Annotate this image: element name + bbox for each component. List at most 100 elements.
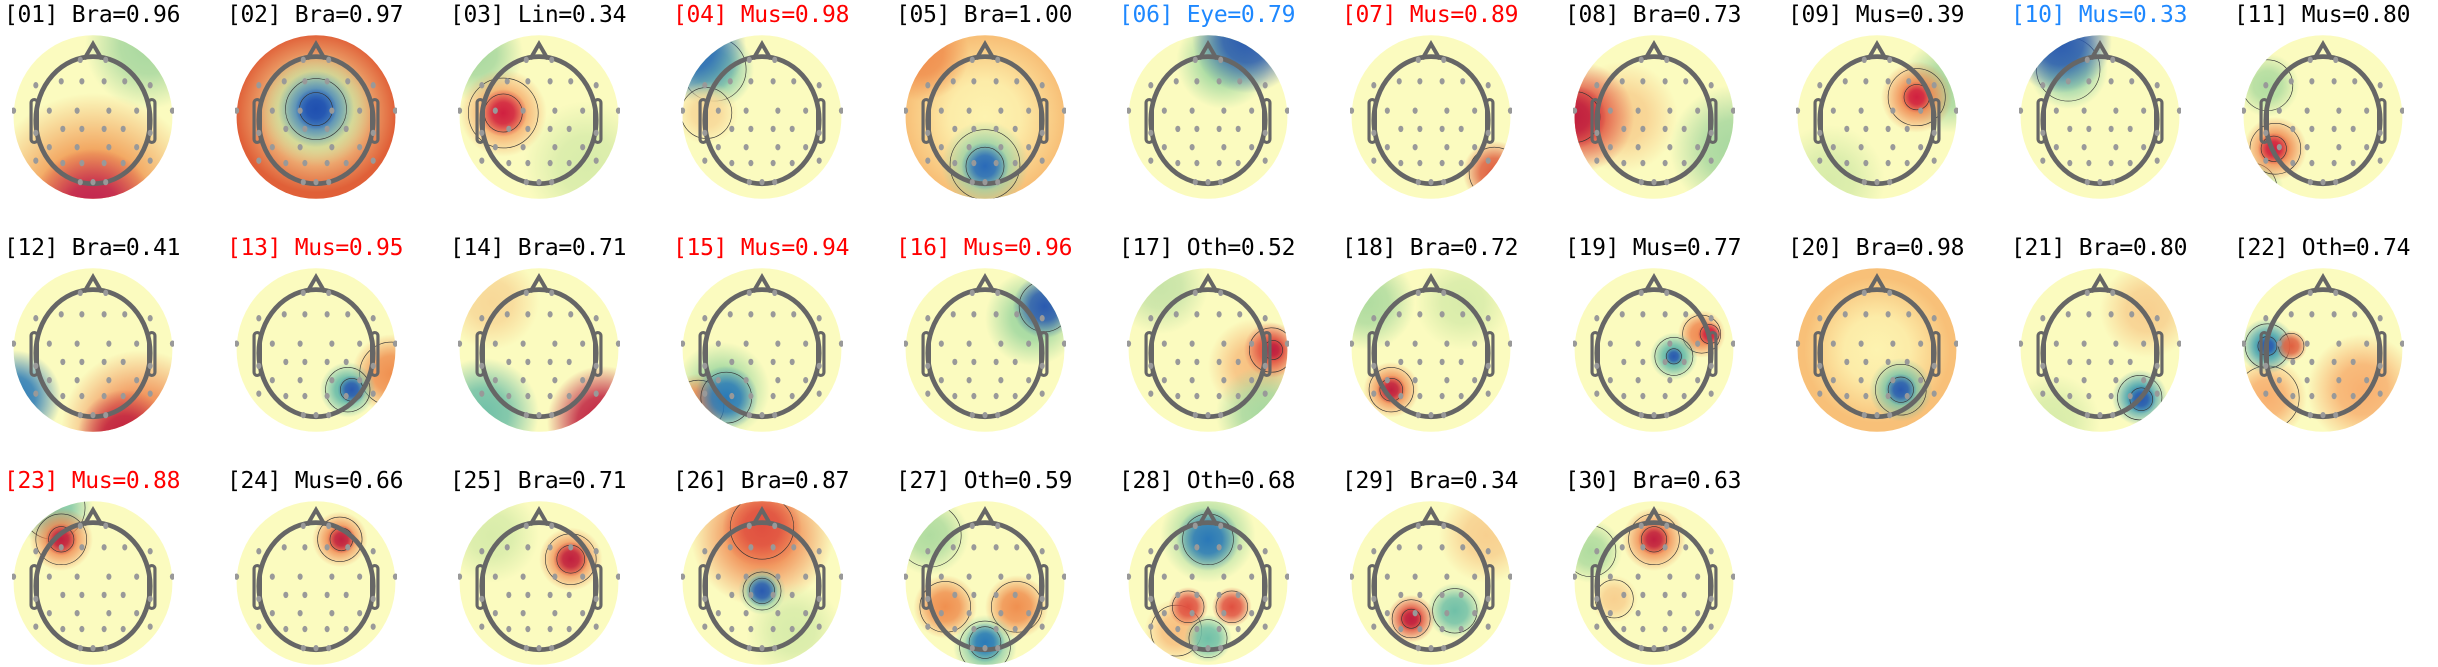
- electrode-dot: [46, 610, 52, 617]
- electrode-dot: [1039, 362, 1045, 370]
- electrode-dot: [715, 377, 721, 384]
- component-cell: [20] Bra=0.98: [1784, 233, 2008, 466]
- component-title: [05] Bra=1.00: [896, 2, 1073, 28]
- scalp-topomap: [1573, 35, 1735, 199]
- electrode-dot: [79, 591, 85, 599]
- nose-icon: [1420, 272, 1442, 294]
- electrode-dot: [729, 125, 735, 133]
- electrode-dot: [1192, 644, 1198, 652]
- electrode-dot: [101, 311, 107, 318]
- electrode-dot: [77, 289, 83, 296]
- electrode-dot: [1683, 78, 1689, 85]
- component-cell: [10] Mus=0.33: [2007, 0, 2231, 233]
- electrode-dot: [343, 392, 349, 400]
- electrode-dot: [147, 157, 153, 164]
- electrode-dot: [904, 340, 909, 347]
- electrode-dot: [982, 178, 988, 186]
- electrode-dot: [74, 573, 80, 580]
- electrode-dot: [1026, 377, 1032, 384]
- electrode-dot: [1844, 125, 1850, 133]
- electrode-dot: [770, 392, 776, 400]
- electrode-dot: [715, 107, 721, 114]
- electrode-dot: [969, 644, 975, 652]
- electrode-dot: [2263, 390, 2269, 397]
- electrode-dot: [1284, 573, 1289, 580]
- electrode-dot: [12, 107, 17, 114]
- electrode-dot: [1861, 178, 1867, 186]
- electrode-dot: [772, 56, 778, 63]
- contour-line: [285, 78, 347, 140]
- electrode-dot: [2110, 178, 2116, 186]
- activation-blob: [1664, 346, 1684, 366]
- electrode-dot: [281, 78, 287, 85]
- electrode-dot: [1635, 610, 1641, 617]
- electrode-dot: [938, 107, 944, 114]
- electrode-dot: [775, 144, 781, 151]
- electrode-dot: [77, 522, 83, 529]
- electrode-dot: [2040, 82, 2046, 89]
- component-cell: [27] Oth=0.59: [892, 466, 1116, 667]
- electrode-dot: [1458, 159, 1464, 167]
- component-cell: [01] Bra=0.96: [0, 0, 224, 233]
- component-title: [12] Bra=0.41: [4, 235, 181, 261]
- electrode-dot: [269, 340, 275, 347]
- electrode-dot: [1415, 289, 1421, 296]
- electrode-dot: [1039, 129, 1045, 137]
- electrode-dot: [1262, 390, 1268, 397]
- electrode-dot: [925, 390, 931, 397]
- electrode-dot: [1607, 610, 1613, 617]
- electrode-dot: [904, 107, 909, 114]
- electrode-dot: [326, 56, 332, 63]
- electrode-dot: [1221, 144, 1227, 151]
- electrode-dot: [746, 56, 752, 63]
- electrode-dot: [729, 358, 735, 366]
- electrode-dot: [1507, 340, 1512, 347]
- nose-icon: [751, 39, 773, 61]
- electrode-dot: [971, 591, 977, 599]
- contour-line: [1182, 513, 1234, 566]
- contour-line: [729, 501, 795, 560]
- electrode-dot: [520, 573, 526, 580]
- electrode-dot: [1014, 311, 1020, 318]
- electrode-dot: [2331, 159, 2337, 167]
- electrode-dot: [743, 573, 749, 580]
- component-cell: [11] Mus=0.80: [2230, 0, 2438, 233]
- electrode-dot: [1507, 107, 1512, 114]
- electrode-dot: [370, 623, 376, 630]
- electrode-dot: [925, 82, 931, 89]
- electrode-dot: [1594, 548, 1600, 555]
- activation-blob: [295, 88, 337, 130]
- electrode-dot: [2304, 107, 2310, 114]
- electrode-dot: [1621, 125, 1627, 133]
- activation-blob: [1184, 614, 1232, 663]
- electrode-dot: [938, 340, 944, 347]
- electrode-dot: [2377, 82, 2383, 89]
- electrode-dot: [1235, 159, 1241, 167]
- electrode-dot: [1194, 392, 1200, 400]
- electrode-dot: [1039, 157, 1045, 164]
- electrode-dot: [2333, 289, 2339, 296]
- right-ear-icon: [147, 330, 157, 377]
- electrode-dot: [1350, 107, 1355, 114]
- electrode-dot: [966, 573, 972, 580]
- electrode-dot: [60, 591, 66, 599]
- scalp-topomap: [904, 501, 1066, 665]
- electrode-dot: [269, 610, 275, 617]
- right-ear-icon: [593, 330, 603, 377]
- electrode-dot: [1667, 144, 1673, 151]
- electrode-dot: [60, 358, 66, 366]
- contour-line: [48, 526, 75, 553]
- electrode-dot: [1371, 315, 1377, 322]
- electrode-dot: [1640, 591, 1646, 599]
- electrode-dot: [2154, 129, 2160, 137]
- nose-icon: [82, 39, 104, 61]
- component-title: [28] Oth=0.68: [1119, 468, 1296, 494]
- electrode-dot: [2307, 178, 2313, 186]
- electrode-dot: [33, 315, 39, 322]
- electrode-dot: [547, 159, 553, 167]
- electrode-dot: [256, 595, 262, 603]
- scalp-topomap: [2019, 35, 2181, 199]
- scalp-topomap: [1796, 268, 1958, 432]
- electrode-dot: [993, 625, 999, 633]
- electrode-dot: [281, 311, 287, 318]
